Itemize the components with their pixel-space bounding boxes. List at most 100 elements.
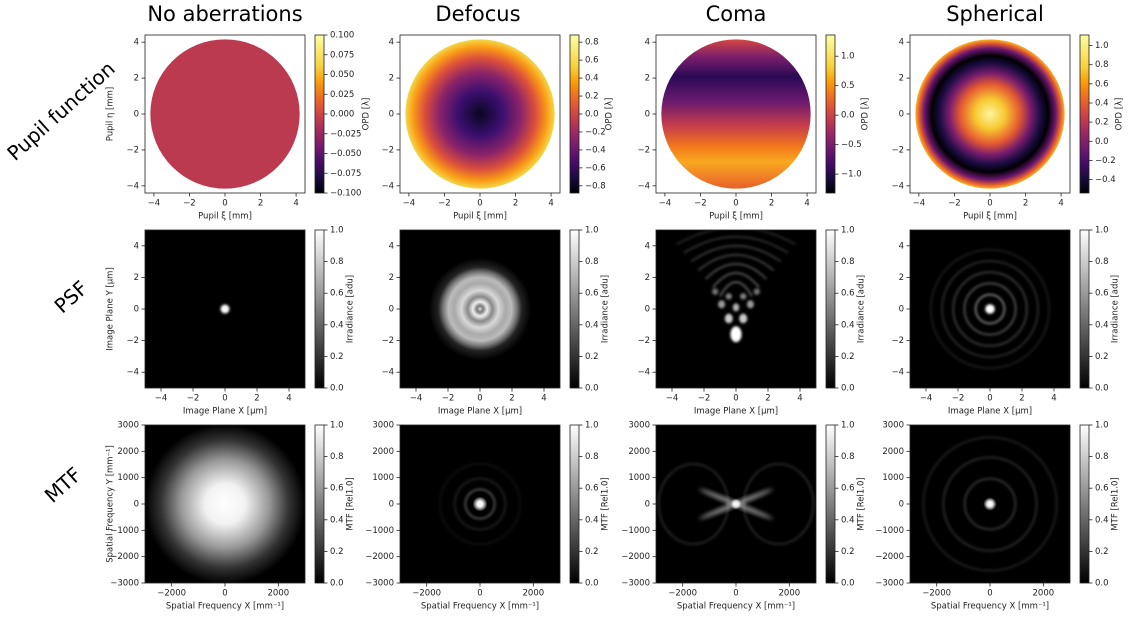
x-axis-label: Spatial Frequency X [mm⁻¹] — [421, 602, 539, 612]
mtf-ring — [464, 488, 496, 520]
y-tick-label: 4 — [645, 241, 650, 251]
x-tick-label: 4 — [797, 394, 802, 404]
x-tick-label: −4 — [148, 199, 161, 209]
x-tick-label: −2 — [948, 199, 961, 209]
colorbar-tick-label: 0.6 — [841, 484, 855, 494]
y-tick-label: 2000 — [372, 447, 394, 457]
colorbar — [1079, 424, 1090, 584]
colorbar-label: Irradiance [adu] — [857, 275, 867, 343]
psf-ring — [929, 248, 1051, 370]
plot-image — [145, 230, 305, 388]
colorbar-tick-label: 0.2 — [1095, 547, 1109, 557]
colorbar-tick-label: 0.0 — [585, 110, 599, 120]
y-tick-label: 4 — [134, 241, 139, 251]
colorbar-tick-label: 0.2 — [1095, 352, 1109, 362]
psf-lobe — [740, 293, 747, 300]
mtf-spot — [730, 498, 742, 510]
y-tick-label: 0 — [134, 305, 139, 315]
y-tick-label: −2000 — [110, 552, 139, 562]
x-tick-label: 2000 — [523, 589, 545, 599]
plot-image — [145, 425, 305, 583]
y-tick-label: 4 — [134, 38, 139, 48]
psf-lobe — [732, 303, 740, 312]
x-tick-label: 0 — [987, 199, 992, 209]
psf-arc — [690, 244, 782, 263]
x-tick-label: 4 — [293, 199, 298, 209]
x-tick-label: 2 — [1019, 394, 1024, 404]
x-tick-label: −2 — [187, 394, 200, 404]
psf-arc — [712, 272, 760, 289]
x-axis-label: Pupil ξ [mm] — [198, 212, 252, 222]
x-tick-label: −2000 — [668, 589, 697, 599]
y-tick-label: −2 — [381, 336, 394, 346]
colorbar-tick-label: 0.2 — [585, 352, 599, 362]
colorbar-tick-label: 0.6 — [1095, 289, 1109, 299]
colorbar-tick-label: −0.100 — [330, 189, 361, 199]
psf-lobe — [718, 300, 726, 309]
x-axis-label: Pupil ξ [mm] — [963, 212, 1017, 222]
x-axis-label: Pupil ξ [mm] — [709, 212, 763, 222]
colorbar-tick-label: 0.4 — [330, 515, 344, 525]
y-tick-label: −2 — [637, 145, 650, 155]
mtf-ring — [963, 477, 1017, 531]
x-tick-label: −4 — [403, 199, 416, 209]
y-tick-label: −3000 — [621, 579, 650, 589]
y-tick-label: 0 — [645, 110, 650, 120]
x-tick-label: 0 — [987, 394, 992, 404]
psf-lobe — [746, 300, 754, 309]
x-axis-label: Image Plane X [µm] — [438, 407, 522, 417]
y-tick-label: −4 — [637, 368, 650, 378]
colorbar-tick-label: 0.8 — [330, 452, 344, 462]
y-tick-label: −3000 — [365, 579, 394, 589]
colorbar-tick-label: 0.4 — [585, 74, 599, 84]
colorbar-tick-label: 1.0 — [585, 226, 599, 236]
x-tick-label: −2000 — [157, 589, 186, 599]
row-label: MTF — [40, 462, 87, 507]
colorbar-tick-label: 0.2 — [841, 547, 855, 557]
colorbar-tick-label: −0.025 — [330, 129, 361, 139]
row-label: PSF — [49, 276, 92, 318]
psf-arc — [676, 230, 796, 246]
x-tick-label: 0 — [477, 199, 482, 209]
colorbar-tick-label: 0.4 — [585, 320, 599, 330]
psf-lobe — [730, 326, 742, 343]
colorbar-tick-label: 0.000 — [330, 110, 354, 120]
x-tick-label: 4 — [1051, 394, 1056, 404]
y-tick-label: 2000 — [882, 447, 904, 457]
y-tick-label: 0 — [899, 110, 904, 120]
colorbar-tick-label: 0.4 — [1095, 320, 1109, 330]
colorbar-label: OPD [λ] — [1115, 98, 1125, 131]
x-axis-label: Image Plane X [µm] — [694, 407, 778, 417]
colorbar-tick-label: −0.6 — [585, 163, 606, 173]
colorbar-tick-label: 0.4 — [585, 515, 599, 525]
y-tick-label: 0 — [645, 305, 650, 315]
x-tick-label: 0 — [222, 199, 227, 209]
colorbar-tick-label: 0.6 — [1095, 79, 1109, 89]
psf-lobe — [712, 288, 719, 295]
plot-image — [400, 35, 560, 193]
colorbar-tick-label: 0.5 — [841, 81, 855, 91]
x-tick-label: −2 — [952, 394, 965, 404]
x-tick-label: −2000 — [922, 589, 951, 599]
colorbar-tick-label: 0.0 — [1095, 579, 1109, 589]
colorbar-label: OPD [λ] — [605, 98, 615, 131]
colorbar-tick-label: 0.8 — [841, 452, 855, 462]
y-tick-label: −2 — [381, 145, 394, 155]
psf-ring — [941, 260, 1039, 358]
psf-spot — [220, 304, 230, 314]
colorbar-tick-label: 0.6 — [585, 56, 599, 66]
x-tick-label: −2000 — [412, 589, 441, 599]
y-tick-label: 2 — [645, 273, 650, 283]
colorbar — [314, 34, 325, 194]
colorbar-tick-label: 0.8 — [1095, 60, 1109, 70]
psf-arc — [683, 235, 789, 254]
x-axis-label: Pupil ξ [mm] — [453, 212, 507, 222]
column-title: Spherical — [946, 2, 1044, 26]
y-tick-label: 2000 — [628, 447, 650, 457]
x-tick-label: 4 — [541, 394, 546, 404]
x-tick-label: 2000 — [1033, 589, 1055, 599]
x-tick-label: 2 — [258, 199, 263, 209]
mtf-image — [145, 425, 305, 583]
y-tick-label: 0 — [134, 110, 139, 120]
